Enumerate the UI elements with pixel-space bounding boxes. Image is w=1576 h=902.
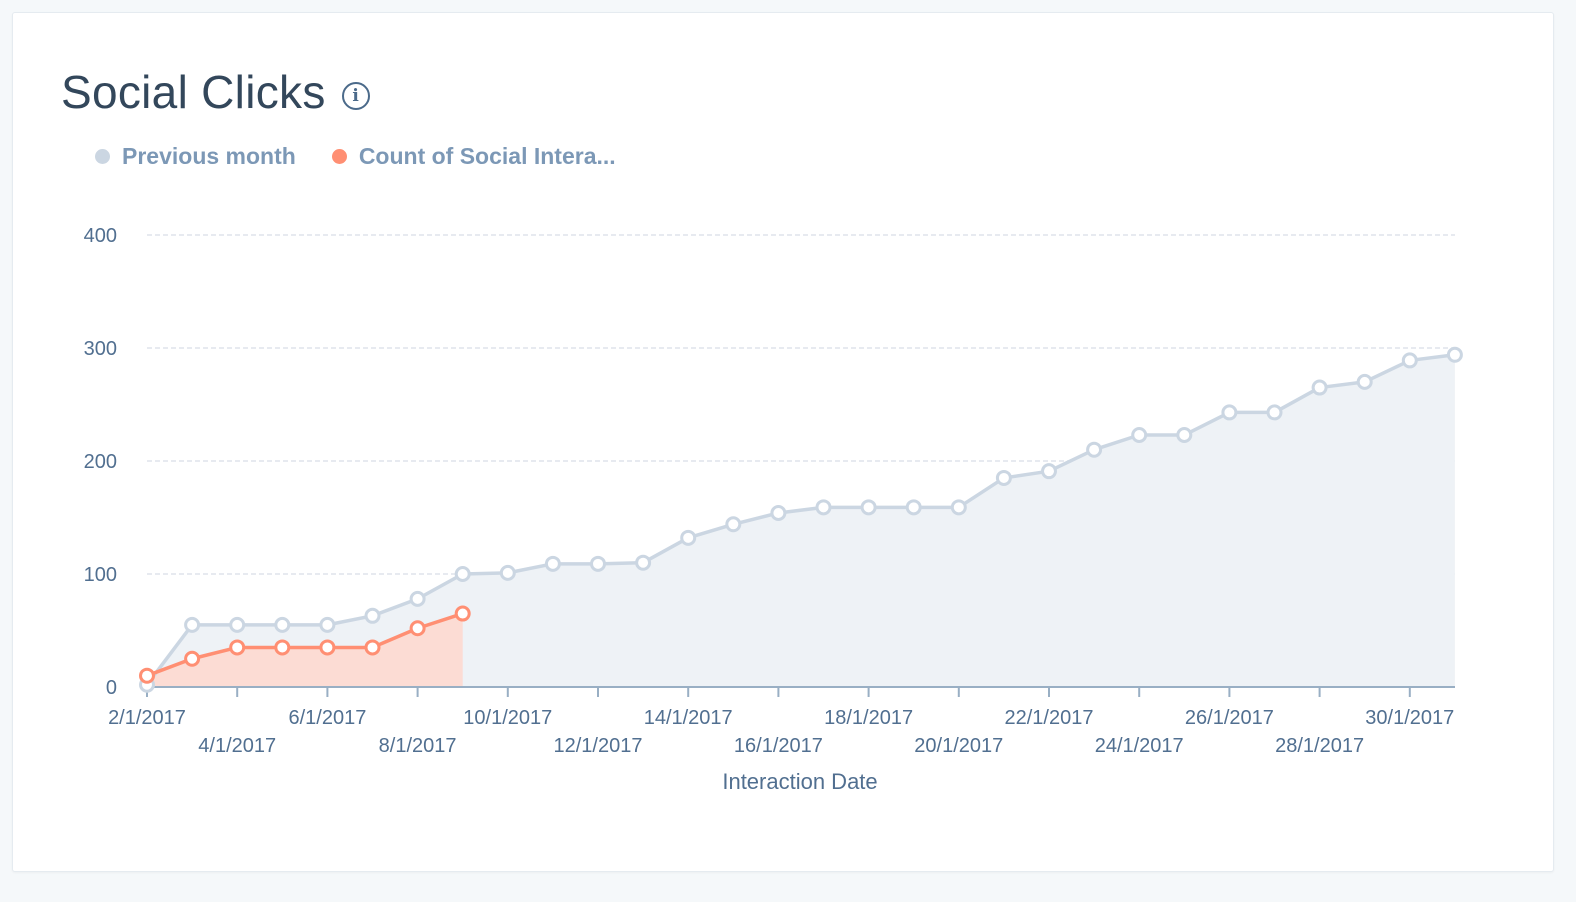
data-point-series-0: [680, 529, 697, 546]
data-point-series-0: [499, 564, 516, 581]
y-axis-ticks: 0 100 200 300 400: [84, 225, 117, 699]
data-point-series-0: [274, 616, 291, 633]
x-tick-label: 22/1/2017: [1005, 707, 1094, 729]
y-tick-label: 100: [84, 564, 117, 586]
y-tick-label: 400: [84, 225, 117, 247]
data-point-series-0: [1356, 373, 1373, 390]
series-area-0: [147, 354, 1455, 687]
x-axis-title: Interaction Date: [722, 769, 877, 794]
data-point-series-0: [1311, 379, 1328, 396]
data-point-series-0: [184, 616, 201, 633]
legend-dot-social-interactions: [331, 149, 347, 164]
data-point-series-1: [229, 639, 246, 656]
card-title: Social Clicks: [61, 66, 326, 118]
x-tick-label: 30/1/2017: [1365, 707, 1454, 729]
series-area-1: [147, 613, 463, 687]
data-point-series-0: [725, 516, 742, 533]
data-point-series-0: [229, 616, 246, 633]
y-tick-label: 0: [106, 677, 117, 699]
series-areas: [147, 354, 1455, 687]
data-point-series-0: [950, 499, 967, 516]
x-tick-label: 4/1/2017: [198, 735, 276, 757]
data-point-series-0: [1221, 404, 1238, 421]
data-point-series-0: [905, 499, 922, 516]
series-points: [139, 346, 1463, 693]
data-point-series-0: [1266, 404, 1283, 421]
data-point-series-0: [1131, 427, 1148, 444]
data-point-series-0: [1401, 352, 1418, 369]
chart-legend: Previous month Count of Social Intera...: [95, 143, 652, 170]
legend-item-social-interactions[interactable]: Count of Social Intera...: [331, 143, 616, 170]
data-point-series-1: [454, 605, 471, 622]
legend-label: Previous month: [122, 143, 296, 169]
data-point-series-0: [590, 555, 606, 572]
data-point-series-1: [364, 639, 381, 656]
x-tick-label: 20/1/2017: [914, 735, 1003, 757]
x-tick-label: 8/1/2017: [379, 735, 457, 757]
data-point-series-1: [319, 639, 336, 656]
y-tick-label: 300: [84, 338, 117, 360]
x-tick-label: 2/1/2017: [108, 707, 186, 729]
data-point-series-1: [184, 650, 201, 667]
data-point-series-0: [770, 504, 787, 521]
x-tick-label: 24/1/2017: [1095, 735, 1184, 757]
data-point-series-1: [139, 667, 155, 684]
x-tick-label: 14/1/2017: [644, 707, 733, 729]
data-point-series-0: [1176, 427, 1193, 444]
data-point-series-1: [409, 620, 426, 637]
legend-dot-previous-month: [95, 149, 110, 164]
x-tick-label: 16/1/2017: [734, 735, 823, 757]
x-tick-label: 18/1/2017: [824, 707, 913, 729]
data-point-series-0: [995, 469, 1012, 486]
info-icon[interactable]: i: [341, 82, 370, 110]
data-point-series-0: [409, 590, 426, 607]
data-point-series-0: [1086, 441, 1103, 458]
x-tick-label: 28/1/2017: [1275, 735, 1364, 757]
legend-label: Count of Social Intera...: [358, 143, 616, 169]
data-point-series-0: [815, 499, 832, 516]
x-tick-label: 12/1/2017: [554, 735, 643, 757]
x-tick-label: 26/1/2017: [1185, 707, 1274, 729]
data-point-series-0: [1446, 346, 1463, 363]
data-point-series-0: [319, 616, 336, 633]
data-point-series-0: [1041, 463, 1057, 480]
data-point-series-1: [274, 639, 291, 656]
y-tick-label: 200: [84, 451, 117, 473]
data-point-series-0: [860, 499, 877, 516]
data-point-series-0: [635, 554, 652, 571]
data-point-series-0: [454, 566, 471, 582]
x-axis: 2/1/2017 4/1/2017 6/1/2017 8/1/2017 10/1/201…: [108, 686, 1455, 757]
card-header: Social Clicks i: [61, 65, 370, 119]
data-point-series-0: [364, 607, 381, 624]
legend-item-previous-month[interactable]: Previous month: [95, 143, 296, 170]
data-point-series-0: [544, 555, 561, 572]
x-tick-label: 10/1/2017: [463, 707, 552, 729]
x-tick-label: 6/1/2017: [288, 707, 366, 729]
